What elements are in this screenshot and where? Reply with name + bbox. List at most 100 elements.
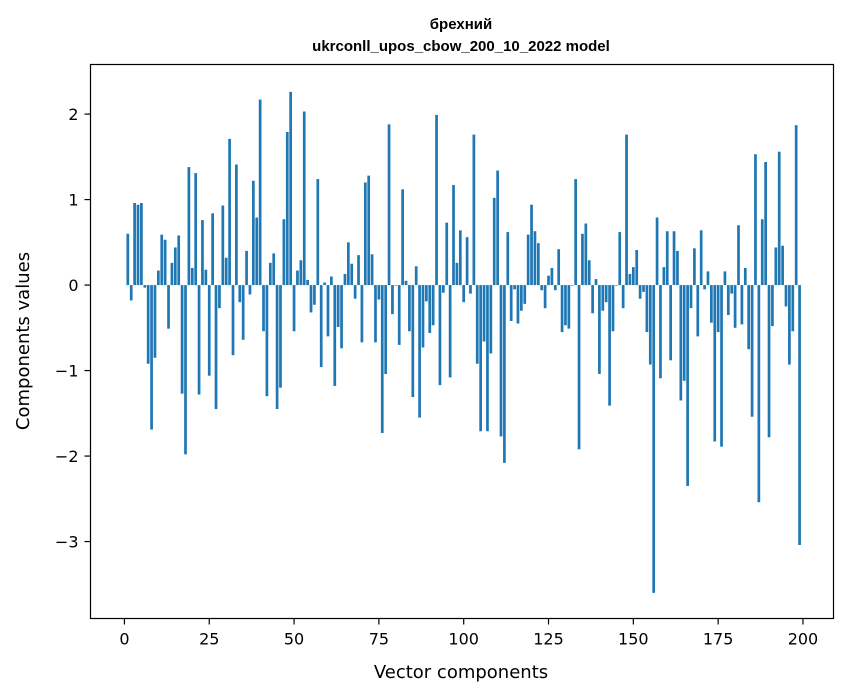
bar-10 — [157, 270, 160, 286]
bar-99 — [458, 230, 462, 286]
bar-195 — [784, 285, 788, 307]
y-tick-label: 1 — [68, 191, 78, 210]
bar-75 — [377, 285, 381, 300]
bar-142 — [604, 285, 608, 303]
bar-138 — [591, 285, 594, 314]
bar-72 — [367, 175, 371, 286]
bar-67 — [350, 263, 354, 286]
bar-167 — [689, 285, 693, 309]
bar-82 — [401, 189, 404, 286]
bar-126 — [550, 267, 554, 286]
bar-154 — [645, 285, 649, 333]
bar-21 — [194, 173, 198, 286]
bar-51 — [296, 270, 299, 286]
bar-118 — [523, 285, 527, 304]
bar-104 — [475, 285, 479, 364]
bar-150 — [631, 267, 635, 286]
bar-145 — [615, 285, 618, 286]
bar-155 — [648, 285, 652, 365]
bar-183 — [743, 267, 747, 286]
bar-144 — [611, 285, 615, 332]
y-tick-label: −2 — [55, 447, 79, 466]
bar-199 — [798, 285, 801, 545]
bar-48 — [285, 132, 289, 286]
bar-134 — [577, 285, 581, 450]
bar-133 — [574, 179, 578, 286]
y-axis-ticks: −3 −2 −1 0 1 2 — [55, 105, 91, 552]
bar-8 — [150, 285, 153, 430]
bar-187 — [757, 285, 761, 503]
bar-65 — [343, 273, 347, 286]
bar-15 — [173, 247, 177, 286]
bar-96 — [448, 285, 452, 378]
bar-103 — [472, 134, 476, 286]
bar-24 — [204, 269, 208, 286]
bar-44 — [272, 253, 276, 286]
bar-70 — [360, 285, 364, 343]
y-tick-label: −1 — [55, 362, 79, 381]
bar-6 — [143, 285, 147, 288]
y-tick-label: 2 — [68, 105, 78, 124]
bar-160 — [665, 231, 669, 286]
bar-63 — [336, 285, 340, 327]
bar-73 — [370, 254, 374, 286]
bar-128 — [557, 249, 561, 286]
bar-135 — [581, 233, 584, 286]
bar-35 — [241, 285, 245, 340]
bar-83 — [404, 280, 408, 286]
bar-130 — [564, 285, 567, 326]
x-tick-label: 125 — [533, 630, 564, 649]
bar-175 — [716, 285, 720, 333]
bar-165 — [682, 285, 686, 381]
bar-88 — [421, 285, 425, 348]
bar-113 — [506, 232, 510, 286]
x-tick-label: 0 — [119, 630, 129, 649]
bar-1 — [126, 233, 130, 286]
bar-137 — [587, 260, 591, 286]
bar-42 — [265, 285, 269, 397]
bar-124 — [543, 285, 547, 309]
bar-97 — [452, 185, 455, 286]
bar-197 — [791, 285, 795, 332]
bar-139 — [594, 279, 598, 286]
bar-58 — [319, 285, 323, 368]
bar-107 — [486, 285, 489, 432]
x-tick-label: 175 — [703, 630, 734, 649]
bar-181 — [737, 225, 740, 286]
bar-148 — [625, 134, 628, 286]
bar-119 — [526, 234, 530, 286]
bar-64 — [340, 285, 343, 349]
bar-33 — [235, 164, 238, 286]
bar-191 — [771, 285, 774, 327]
bar-17 — [180, 285, 184, 394]
bar-152 — [638, 285, 642, 299]
bar-85 — [411, 285, 415, 398]
bar-16 — [177, 235, 181, 286]
bar-54 — [306, 279, 309, 286]
bar-81 — [397, 285, 401, 345]
bar-86 — [414, 266, 418, 286]
bar-186 — [754, 154, 757, 286]
bar-101 — [465, 237, 469, 286]
bar-56 — [313, 285, 316, 305]
bar-94 — [441, 285, 445, 293]
chart-title-line-1: брехний — [430, 16, 492, 33]
bar-174 — [713, 285, 717, 442]
bar-4 — [136, 204, 140, 286]
bar-7 — [146, 285, 150, 364]
bar-194 — [781, 245, 784, 286]
bar-98 — [455, 262, 459, 286]
bar-109 — [492, 197, 496, 286]
x-tick-label: 200 — [788, 630, 819, 649]
bar-193 — [777, 151, 781, 286]
bar-149 — [628, 273, 632, 286]
bar-34 — [238, 285, 242, 303]
bar-92 — [435, 114, 438, 286]
bar-74 — [374, 285, 377, 343]
bar-164 — [679, 285, 683, 401]
bar-3 — [133, 203, 136, 286]
x-tick-label: 50 — [284, 630, 304, 649]
bar-166 — [686, 285, 689, 486]
bar-61 — [330, 276, 333, 286]
bar-161 — [669, 285, 672, 361]
